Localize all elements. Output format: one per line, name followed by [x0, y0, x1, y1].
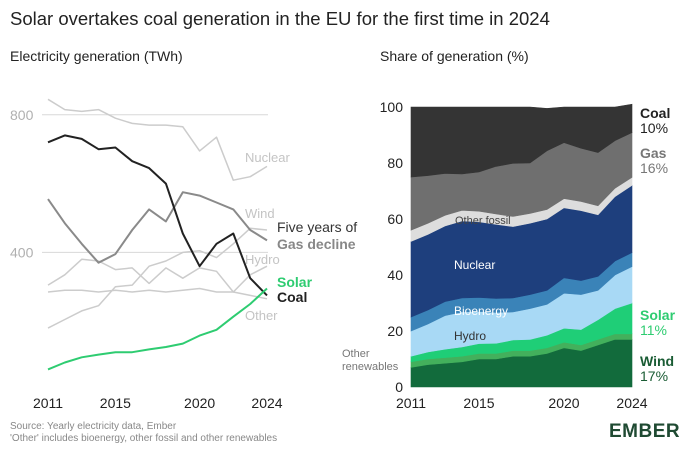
source-note: Source: Yearly electricity data, Ember — [10, 421, 177, 432]
area-label-bioenergy: Bioenergy — [454, 304, 508, 318]
share-y-tick-label-40: 40 — [387, 267, 403, 283]
label-gas-emphasis: Gas decline — [277, 236, 356, 252]
ember-logo: EMBER — [609, 421, 681, 442]
series-line-hydro — [47, 258, 268, 293]
label-solar: Solar — [277, 274, 313, 290]
share-x-tick-label-2015: 2015 — [463, 395, 494, 411]
left-chart-subtitle: Electricity generation (TWh) — [10, 48, 183, 64]
label-wind: Wind — [245, 206, 275, 221]
label-hydro: Hydro — [245, 252, 280, 267]
x-tick-label-2024: 2024 — [251, 395, 282, 411]
y-tick-label-800: 800 — [10, 107, 34, 123]
area-label-other-fossil: Other fossil — [455, 215, 511, 227]
area-coal — [410, 103, 633, 178]
legend-coal-name: Coal — [640, 105, 670, 121]
share-y-tick-label-20: 20 — [387, 323, 403, 339]
legend-coal-value: 10% — [640, 120, 668, 136]
x-tick-label-2011: 2011 — [33, 395, 63, 411]
share-y-tick-label-60: 60 — [387, 211, 403, 227]
other-note: 'Other' includes bioenergy, other fossil… — [10, 433, 278, 444]
label-gas-prefix: Five years of — [277, 219, 357, 235]
share-y-tick-label-100: 100 — [380, 99, 404, 115]
legend-gas-value: 16% — [640, 160, 668, 176]
share-y-tick-label-80: 80 — [387, 155, 403, 171]
series-line-wind — [47, 227, 268, 329]
share-y-tick-label-0: 0 — [395, 379, 403, 395]
area-label-other-renewables-line1: Other — [342, 348, 370, 360]
x-tick-label-2015: 2015 — [100, 395, 131, 411]
label-other: Other — [245, 308, 278, 323]
series-line-other — [47, 287, 268, 300]
footer: Source: Yearly electricity data, Ember '… — [10, 421, 277, 445]
series-line-nuclear — [47, 98, 268, 181]
share-x-tick-label-2020: 2020 — [548, 395, 579, 411]
x-tick-label-2020: 2020 — [184, 395, 215, 411]
series-line-coal — [47, 134, 268, 297]
area-label-hydro: Hydro — [454, 329, 486, 343]
legend-wind-value: 17% — [640, 368, 668, 384]
legend-wind-name: Wind — [640, 353, 674, 369]
share-x-tick-label-2024: 2024 — [616, 395, 647, 411]
share-area-chart: 0 20 40 60 80 100 2011 2015 2020 2024 Other fossil… — [342, 99, 676, 411]
chart-title: Solar overtakes coal generation in the E… — [10, 8, 550, 29]
share-x-tick-label-2011: 2011 — [396, 395, 426, 411]
series-line-solar — [47, 287, 268, 371]
legend-solar-name: Solar — [640, 307, 676, 323]
series-line-gas — [47, 191, 268, 264]
legend-gas-name: Gas — [640, 145, 667, 161]
label-coal: Coal — [277, 289, 307, 305]
legend-solar-value: 11% — [640, 322, 667, 338]
y-tick-label-400: 400 — [10, 244, 34, 260]
area-label-nuclear: Nuclear — [454, 258, 495, 272]
generation-line-chart: 400 800 2011 2015 2020 2024 Nuclear Wind Hydro Ot… — [10, 98, 357, 411]
label-nuclear: Nuclear — [245, 150, 290, 165]
right-chart-subtitle: Share of generation (%) — [380, 48, 529, 64]
area-label-other-renewables-line2: renewables — [342, 361, 399, 373]
